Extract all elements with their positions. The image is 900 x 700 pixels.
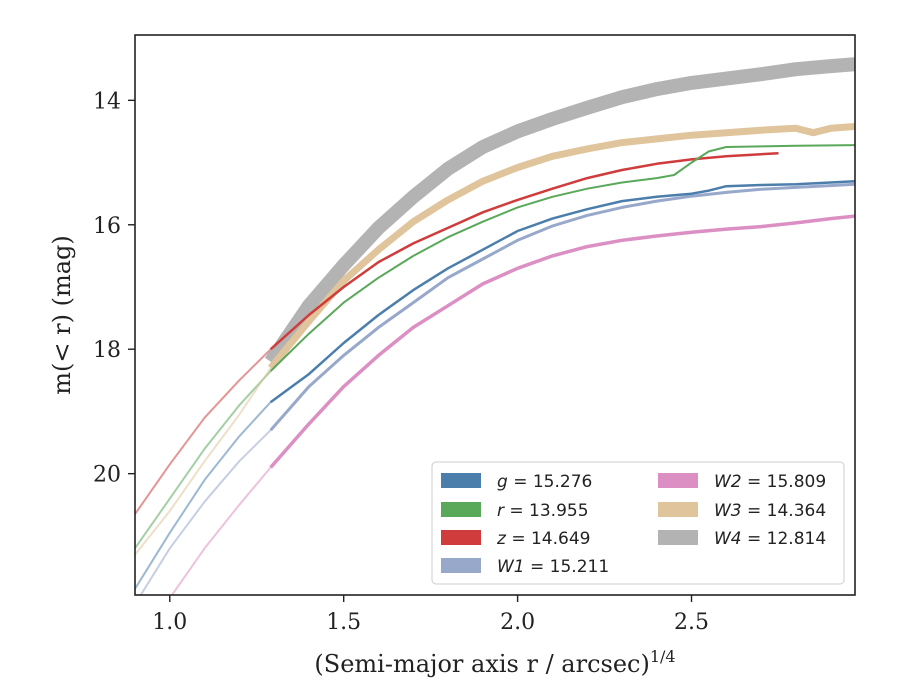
legend-label-W4: W4 = 12.814 (714, 529, 826, 549)
series-g-extrapolation (135, 401, 272, 590)
legend-swatch-r (441, 502, 481, 517)
series-r-line (270, 144, 855, 372)
y-tick-label: 14 (93, 89, 121, 114)
series-layer (135, 57, 855, 595)
y-tick-label: 20 (93, 463, 121, 488)
x-tick-label: 2.0 (500, 610, 535, 635)
series-W4-line (264, 57, 855, 366)
series-W3-line (267, 123, 855, 371)
series-r-extrapolation (135, 370, 272, 550)
legend-swatch-W3 (658, 502, 698, 517)
x-tick-label: 1.0 (152, 610, 187, 635)
legend-frame (431, 461, 845, 585)
series-W2-line (269, 214, 855, 469)
y-axis-label: m(< r) (mag) (48, 235, 76, 394)
legend-swatch-z (441, 530, 481, 545)
x-tick-label: 2.5 (674, 610, 709, 635)
y-ticks: 14 16 18 20 (93, 89, 135, 488)
legend-swatch-g (441, 473, 481, 488)
series-g-line (269, 179, 855, 404)
series-z-line (269, 151, 779, 351)
x-axis-label-exponent: 1/4 (650, 647, 676, 666)
legend-label-g: g = 15.276 (497, 472, 592, 492)
legend-label-r: r = 13.955 (497, 501, 589, 521)
series-W1-line (269, 182, 855, 432)
series-W3-extrapolation (135, 366, 272, 556)
series-W1-extrapolation (139, 429, 272, 595)
x-ticks: 1.0 1.5 2.0 2.5 (152, 595, 709, 635)
y-tick-label: 16 (93, 214, 121, 239)
x-axis-label: (Semi-major axis r / arcsec)1/4 (314, 647, 675, 678)
legend-label-W3: W3 = 14.364 (714, 501, 826, 521)
legend-label-W2: W2 = 15.809 (714, 472, 826, 492)
series-W2-extrapolation (170, 466, 272, 595)
legend-swatch-W2 (658, 473, 698, 488)
legend-label-z: z = 14.649 (496, 529, 590, 549)
x-axis-label-main: (Semi-major axis r / arcsec) (314, 650, 649, 678)
series-z-extrapolation (135, 348, 272, 516)
legend-label-W1: W1 = 15.211 (497, 557, 609, 577)
legend: g = 15.276 r = 13.955 z = 14.649 W1 = 15.21… (431, 461, 845, 585)
y-tick-label: 18 (93, 338, 121, 363)
plot-frame (134, 34, 856, 596)
x-tick-label: 1.5 (326, 610, 361, 635)
legend-swatch-W1 (441, 558, 481, 573)
legend-swatch-W4 (658, 530, 698, 545)
